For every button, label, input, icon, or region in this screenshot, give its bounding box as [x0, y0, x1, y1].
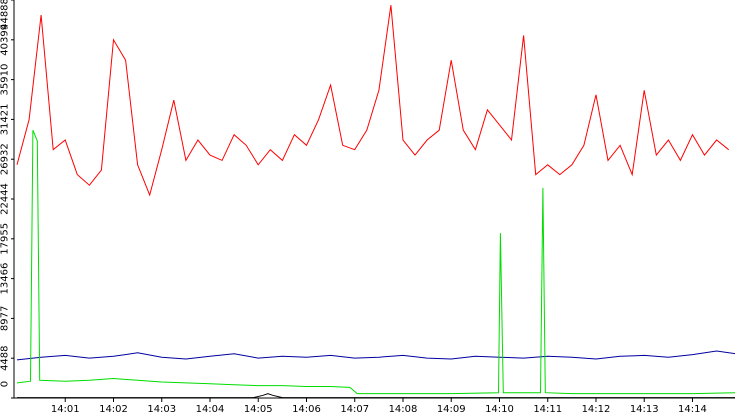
y-tick-label: 44888 — [0, 0, 10, 30]
x-tick-label: 14:03 — [147, 404, 176, 415]
x-tick-label: 14:13 — [630, 404, 659, 415]
x-tick-label: 14:06 — [292, 404, 321, 415]
y-tick-label: 8977 — [0, 306, 10, 331]
y-tick-label: 40399 — [0, 24, 10, 56]
y-tick-label: 31421 — [0, 103, 10, 135]
x-tick-label: 14:14 — [678, 404, 707, 415]
x-tick-label: 14:07 — [340, 404, 369, 415]
x-tick-label: 14:08 — [389, 404, 418, 415]
x-tick-label: 14:02 — [99, 404, 128, 415]
x-tick-label: 14:09 — [437, 404, 466, 415]
y-tick-label: 17955 — [0, 223, 10, 255]
y-tick-label: 26932 — [0, 143, 10, 175]
x-tick-label: 14:05 — [244, 404, 273, 415]
x-tick-label: 14:04 — [196, 404, 225, 415]
x-tick-label: 14:12 — [582, 404, 611, 415]
y-tick-label: 35910 — [0, 64, 10, 96]
y-tick-label: 22444 — [0, 183, 10, 215]
series-line — [16, 350, 735, 361]
x-tick-label: 14:10 — [485, 404, 514, 415]
series-line — [17, 393, 735, 399]
y-tick-label: 13466 — [0, 263, 10, 295]
y-tick-label: 4488 — [0, 345, 10, 370]
y-tick-label: 0 — [0, 381, 10, 387]
x-tick-label: 14:11 — [533, 404, 562, 415]
series-line — [16, 130, 735, 395]
series-line — [16, 5, 730, 197]
x-tick-label: 14:01 — [51, 404, 80, 415]
